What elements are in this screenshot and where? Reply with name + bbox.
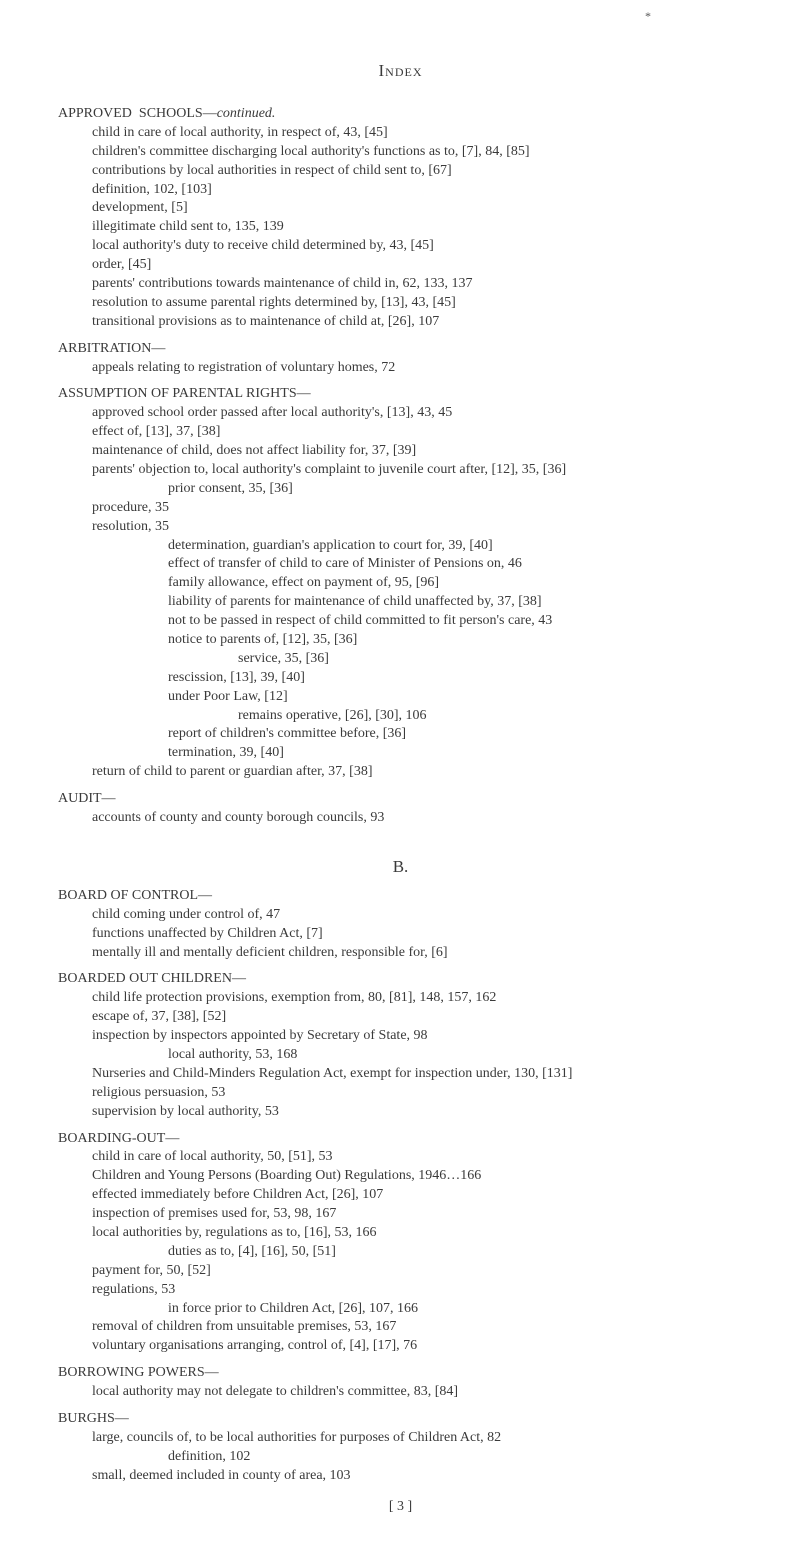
entry-line: procedure, 35 (92, 499, 743, 518)
entry-line: termination, 39, [40] (168, 744, 743, 763)
entry-line: illegitimate child sent to, 135, 139 (92, 218, 743, 237)
entry-arbitration-head: ARBITRATION— (58, 340, 743, 359)
entry-line: notice to parents of, [12], 35, [36] (168, 631, 743, 650)
entry-borrowing-head: BORROWING POWERS— (58, 1364, 743, 1383)
entry-line: small, deemed included in county of area… (92, 1467, 743, 1486)
entry-line: escape of, 37, [38], [52] (92, 1008, 743, 1027)
entry-line: report of children's committee before, [… (168, 725, 743, 744)
entry-line: effected immediately before Children Act… (92, 1186, 743, 1205)
entry-line: local authorities by, regulations as to,… (92, 1224, 743, 1243)
entry-line: local authority may not delegate to chil… (92, 1383, 743, 1402)
entry-line: child in care of local authority, 50, [5… (92, 1148, 743, 1167)
page-number: [ 3 ] (58, 1498, 743, 1517)
entry-burghs-head: BURGHS— (58, 1410, 743, 1429)
entry-line: child in care of local authority, in res… (92, 124, 743, 143)
entry-line: approved school order passed after local… (92, 404, 743, 423)
page: * Index APPROVED SCHOOLS—continued. chil… (0, 0, 801, 1546)
entry-line: regulations, 53 (92, 1281, 743, 1300)
entry-line: effect of, [13], 37, [38] (92, 423, 743, 442)
entry-line: duties as to, [4], [16], 50, [51] (168, 1243, 743, 1262)
entry-line: local authority, 53, 168 (168, 1046, 743, 1065)
page-title: Index (58, 60, 743, 83)
entry-line: contributions by local authorities in re… (92, 162, 743, 181)
entry-line: parents' objection to, local authority's… (92, 461, 743, 480)
entry-line: Children and Young Persons (Boarding Out… (92, 1167, 743, 1186)
entry-line: voluntary organisations arranging, contr… (92, 1337, 743, 1356)
entry-line: prior consent, 35, [36] (168, 480, 743, 499)
entry-line: in force prior to Children Act, [26], 10… (168, 1300, 743, 1319)
entry-line: inspection by inspectors appointed by Se… (92, 1027, 743, 1046)
entry-line: remains operative, [26], [30], 106 (238, 707, 743, 726)
entry-line: child life protection provisions, exempt… (92, 989, 743, 1008)
entry-line: mentally ill and mentally deficient chil… (92, 944, 743, 963)
entry-line: local authority's duty to receive child … (92, 237, 743, 256)
entry-approved-schools-head: APPROVED SCHOOLS—continued. (58, 105, 743, 124)
entry-boarded-out-children-head: BOARDED OUT CHILDREN— (58, 970, 743, 989)
entry-line: large, councils of, to be local authorit… (92, 1429, 743, 1448)
entry-line: return of child to parent or guardian af… (92, 763, 743, 782)
entry-line: liability of parents for maintenance of … (168, 593, 743, 612)
corner-mark: * (645, 8, 651, 24)
entry-assumption-head: ASSUMPTION OF PARENTAL RIGHTS— (58, 385, 743, 404)
entry-line: removal of children from unsuitable prem… (92, 1318, 743, 1337)
entry-line: definition, 102 (168, 1448, 743, 1467)
entry-line: effect of transfer of child to care of M… (168, 555, 743, 574)
entry-line: order, [45] (92, 256, 743, 275)
entry-line: parents' contributions towards maintenan… (92, 275, 743, 294)
entry-line: supervision by local authority, 53 (92, 1103, 743, 1122)
entry-line: inspection of premises used for, 53, 98,… (92, 1205, 743, 1224)
entry-line: maintenance of child, does not affect li… (92, 442, 743, 461)
entry-line: Nurseries and Child-Minders Regulation A… (92, 1065, 743, 1084)
entry-line: appeals relating to registration of volu… (92, 359, 743, 378)
entry-line: not to be passed in respect of child com… (168, 612, 743, 631)
entry-audit-head: AUDIT— (58, 790, 743, 809)
entry-line: children's committee discharging local a… (92, 143, 743, 162)
entry-line: transitional provisions as to maintenanc… (92, 313, 743, 332)
entry-line: service, 35, [36] (238, 650, 743, 669)
entry-line: family allowance, effect on payment of, … (168, 574, 743, 593)
entry-line: accounts of county and county borough co… (92, 809, 743, 828)
entry-line: functions unaffected by Children Act, [7… (92, 925, 743, 944)
entry-boarding-out-head: BOARDING-OUT— (58, 1130, 743, 1149)
entry-line: resolution to assume parental rights det… (92, 294, 743, 313)
entry-line: development, [5] (92, 199, 743, 218)
entry-line: rescission, [13], 39, [40] (168, 669, 743, 688)
entry-board-control-head: BOARD OF CONTROL— (58, 887, 743, 906)
entry-line: religious persuasion, 53 (92, 1084, 743, 1103)
entry-line: resolution, 35 (92, 518, 743, 537)
entry-line: under Poor Law, [12] (168, 688, 743, 707)
entry-line: payment for, 50, [52] (92, 1262, 743, 1281)
entry-line: determination, guardian's application to… (168, 537, 743, 556)
entry-line: child coming under control of, 47 (92, 906, 743, 925)
section-letter-b: B. (58, 856, 743, 879)
entry-line: definition, 102, [103] (92, 181, 743, 200)
